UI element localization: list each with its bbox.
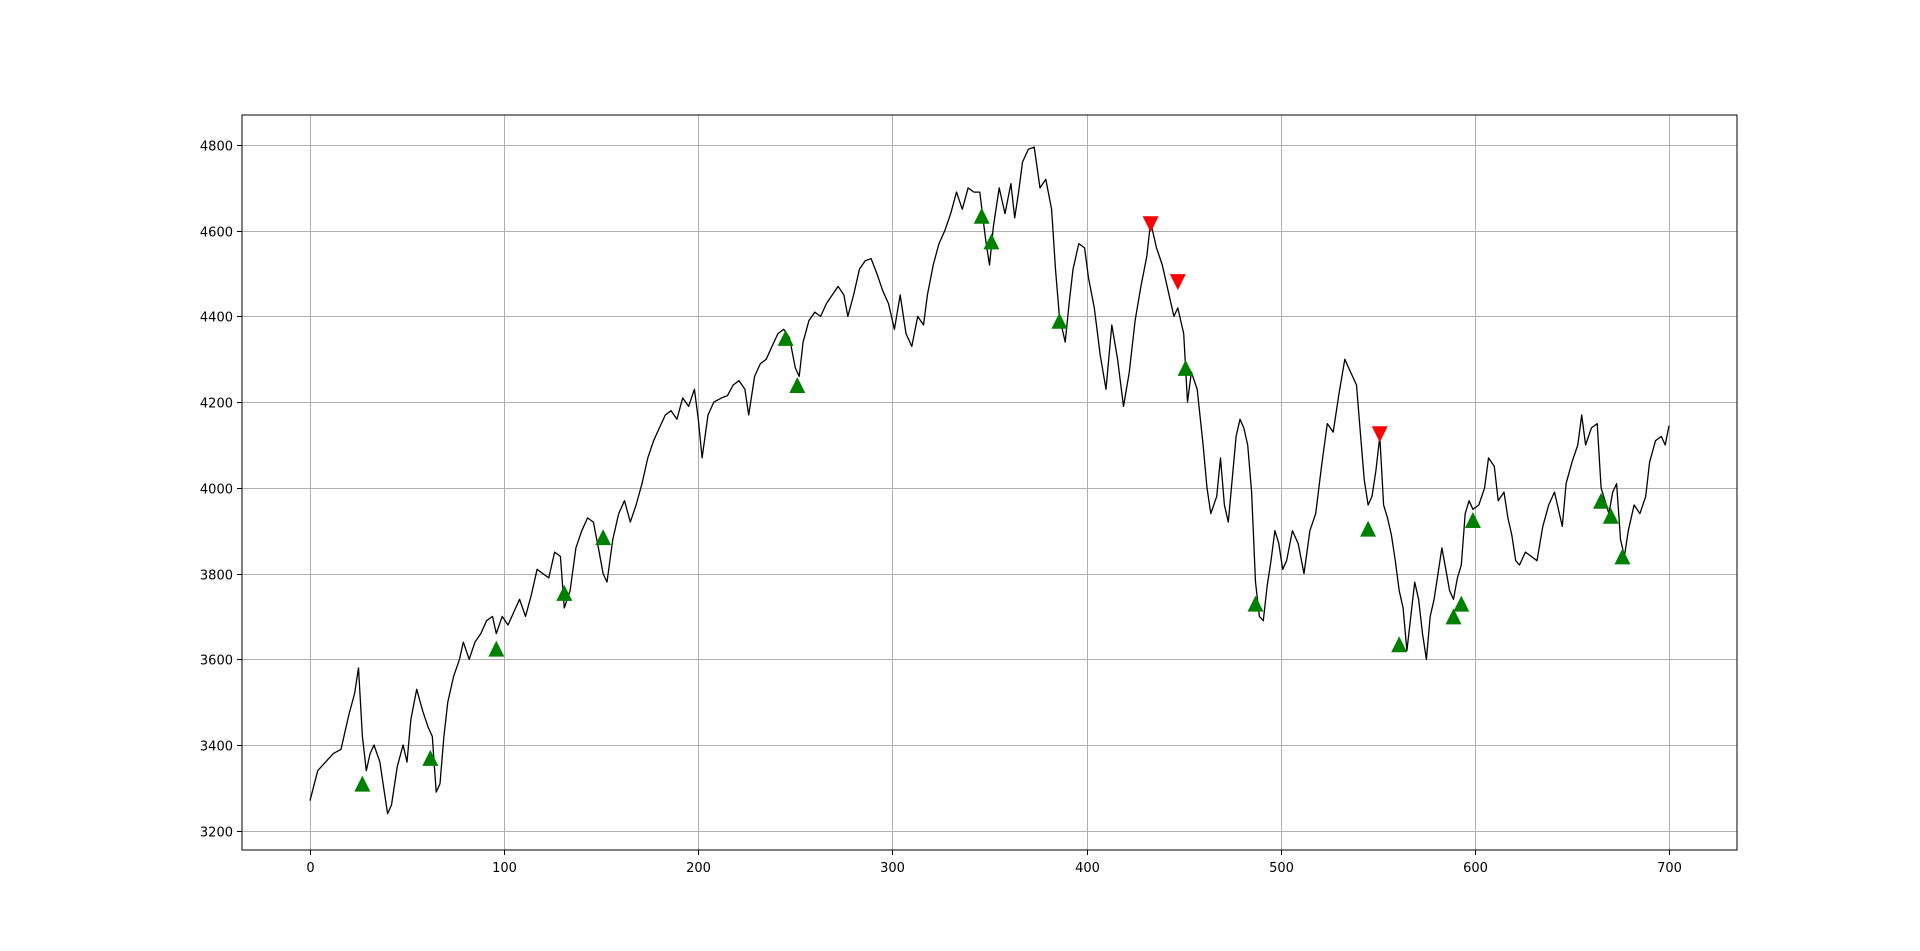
y-tick-label: 3800 [200, 569, 233, 584]
buy-signal-marker [973, 207, 990, 224]
grid-lines [242, 115, 1737, 850]
x-tick-label: 400 [1075, 861, 1100, 876]
y-tick-label: 4600 [200, 226, 233, 241]
buy-signal-marker [983, 233, 1000, 250]
buy-signal-marker [789, 377, 806, 393]
buy-signal-marker [1177, 359, 1194, 376]
sell-signal-marker [1371, 426, 1388, 443]
x-tick-label: 100 [492, 861, 517, 876]
axis-ticks: 0 100 200 300 400 500 600 700 3200 3400 3600 3800 40… [200, 140, 1682, 877]
y-tick-label: 4800 [200, 140, 233, 155]
buy-signal-marker [1453, 595, 1470, 612]
buy-signal-marker [422, 749, 439, 766]
buy-signal-marker [1051, 312, 1068, 329]
buy-signal-marker [595, 529, 612, 546]
y-tick-label: 4000 [200, 483, 233, 498]
plot-frame [241, 114, 1738, 851]
y-tick-label: 3200 [200, 826, 233, 841]
price-line [309, 146, 1670, 815]
buy-signal-marker [1360, 520, 1377, 537]
buy-signal-marker [1391, 636, 1408, 653]
buy-signal-marker [1445, 608, 1462, 625]
buy-signal-marker [1614, 548, 1631, 565]
buy-signal-marker [354, 775, 371, 792]
buy-signal-marker [1593, 492, 1610, 509]
sell-signal-marker [1142, 216, 1159, 233]
buy-signal-marker [556, 584, 573, 601]
buy-signal-marker [1247, 595, 1264, 612]
x-tick-label: 300 [880, 861, 905, 876]
y-tick-label: 3400 [200, 740, 233, 755]
price-series [309, 146, 1670, 815]
y-tick-label: 4400 [200, 311, 233, 326]
y-tick-label: 3600 [200, 654, 233, 669]
sell-signal-marker [1169, 274, 1186, 291]
x-tick-label: 600 [1463, 861, 1488, 876]
x-tick-label: 0 [306, 861, 314, 876]
buy-signal-marker [488, 640, 505, 657]
signal-markers [354, 207, 1631, 792]
x-tick-label: 200 [686, 861, 711, 876]
buy-signal-marker [1602, 507, 1619, 524]
x-tick-label: 500 [1269, 861, 1294, 876]
x-tick-label: 700 [1657, 861, 1682, 876]
y-tick-label: 4200 [200, 397, 233, 412]
buy-signal-marker [777, 329, 794, 346]
buy-signal-marker [1464, 512, 1481, 528]
